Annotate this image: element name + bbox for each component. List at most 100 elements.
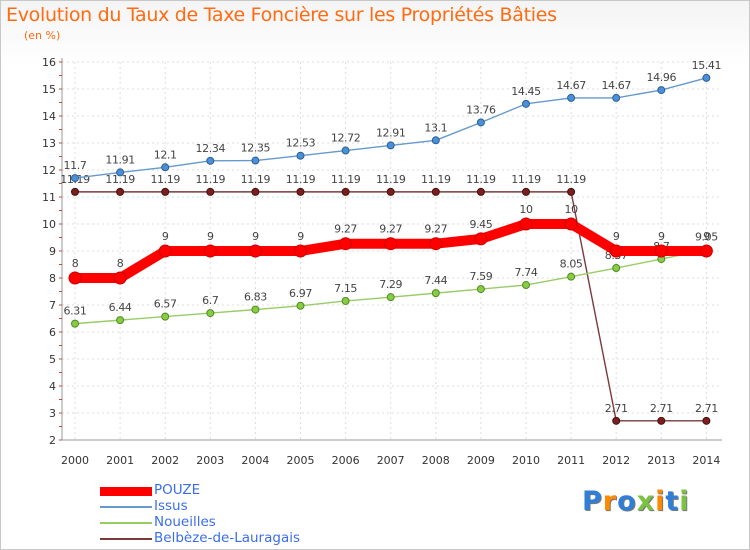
- chart-subtitle: (en %): [24, 29, 61, 42]
- point-noueilles: [206, 309, 215, 318]
- y-tick-label: 5: [49, 353, 56, 366]
- data-label-belb-ze-de-lauragais: 11.19: [466, 173, 496, 186]
- x-tick-label: 2008: [422, 454, 450, 467]
- data-label-pouze: 9.27: [334, 223, 357, 236]
- y-tick-label: 2: [49, 434, 56, 447]
- point-belb-ze-de-lauragais: [251, 187, 260, 196]
- point-belb-ze-de-lauragais: [296, 187, 305, 196]
- data-label-issus: 12.72: [331, 132, 361, 145]
- data-label-belb-ze-de-lauragais: 11.19: [376, 173, 406, 186]
- point-issus: [116, 168, 125, 177]
- y-tick-label: 11: [42, 191, 56, 204]
- data-label-belb-ze-de-lauragais: 11.19: [331, 173, 361, 186]
- data-label-issus: 12.34: [196, 142, 226, 155]
- y-tick-label: 12: [42, 164, 56, 177]
- point-belb-ze-de-lauragais: [161, 187, 170, 196]
- point-noueilles: [341, 296, 350, 305]
- data-label-belb-ze-de-lauragais: 11.19: [150, 173, 180, 186]
- data-label-belb-ze-de-lauragais: 11.19: [511, 173, 541, 186]
- point-noueilles: [116, 316, 125, 325]
- data-label-issus: 11.91: [105, 153, 135, 166]
- data-label-pouze: 10: [564, 203, 578, 216]
- data-label-pouze: 9: [613, 230, 620, 243]
- legend-swatch: [100, 487, 152, 496]
- point-issus: [476, 118, 485, 127]
- y-tick-label: 15: [42, 83, 56, 96]
- data-label-pouze: 9: [658, 230, 665, 243]
- point-pouze: [384, 237, 398, 251]
- logo-letter: i: [679, 486, 690, 517]
- data-label-belb-ze-de-lauragais: 11.19: [556, 173, 586, 186]
- x-tick-label: 2014: [692, 454, 720, 467]
- data-label-pouze: 9: [252, 230, 259, 243]
- point-belb-ze-de-lauragais: [702, 416, 711, 425]
- y-tick-label: 13: [42, 137, 56, 150]
- point-issus: [431, 136, 440, 145]
- legend-label: Belbèze-de-Lauragais: [154, 530, 301, 546]
- point-pouze: [294, 244, 307, 258]
- point-belb-ze-de-lauragais: [612, 416, 621, 425]
- point-noueilles: [476, 285, 485, 294]
- data-label-issus: 15.41: [692, 59, 722, 72]
- x-tick-label: 2000: [61, 454, 89, 467]
- y-tick-label: 4: [49, 380, 56, 393]
- x-tick-label: 2005: [287, 454, 315, 467]
- data-label-pouze: 9: [703, 230, 710, 243]
- x-tick-label: 2010: [512, 454, 540, 467]
- data-label-pouze: 9: [297, 230, 304, 243]
- data-label-pouze: 9.45: [469, 218, 492, 231]
- legend-label: Issus: [154, 498, 188, 514]
- data-label-pouze: 10: [519, 203, 533, 216]
- point-pouze: [474, 232, 488, 246]
- point-noueilles: [612, 264, 621, 273]
- x-tick-label: 2011: [557, 454, 585, 467]
- point-belb-ze-de-lauragais: [567, 187, 576, 196]
- point-belb-ze-de-lauragais: [522, 187, 530, 196]
- point-noueilles: [522, 281, 530, 290]
- data-label-noueilles: 7.59: [469, 270, 492, 283]
- x-tick-label: 2013: [647, 454, 675, 467]
- point-noueilles: [251, 305, 260, 314]
- point-pouze: [609, 244, 623, 258]
- logo-letter: r: [602, 486, 618, 517]
- data-label-pouze: 9: [207, 230, 214, 243]
- data-label-pouze: 9: [162, 230, 169, 243]
- data-label-noueilles: 6.83: [244, 291, 267, 304]
- x-tick-label: 2009: [467, 454, 495, 467]
- data-label-noueilles: 6.57: [154, 298, 177, 311]
- data-label-noueilles: 7.15: [334, 282, 357, 295]
- data-label-pouze: 9.27: [379, 223, 402, 236]
- legend-swatch: [100, 522, 152, 524]
- logo-letter: i: [655, 486, 666, 517]
- data-label-issus: 12.35: [241, 142, 271, 155]
- logo-letter: x: [636, 486, 656, 517]
- x-tick-label: 2007: [377, 454, 405, 467]
- point-issus: [567, 93, 576, 102]
- point-issus: [71, 174, 79, 183]
- point-pouze: [339, 237, 353, 251]
- point-belb-ze-de-lauragais: [206, 187, 215, 196]
- point-issus: [386, 141, 395, 150]
- point-pouze: [113, 271, 127, 285]
- data-label-issus: 14.96: [647, 71, 677, 84]
- logo-letter: o: [617, 486, 637, 517]
- data-label-noueilles: 7.74: [515, 266, 538, 279]
- data-label-pouze: 8: [72, 257, 79, 270]
- data-label-issus: 12.1: [154, 148, 177, 161]
- data-label-noueilles: 6.7: [202, 294, 219, 307]
- y-tick-label: 6: [49, 326, 56, 339]
- data-label-noueilles: 7.44: [424, 274, 447, 287]
- point-pouze: [158, 244, 172, 258]
- point-issus: [251, 156, 260, 165]
- data-label-belb-ze-de-lauragais: 2.71: [650, 402, 673, 415]
- point-belb-ze-de-lauragais: [341, 187, 350, 196]
- x-tick-label: 2012: [602, 454, 630, 467]
- point-issus: [161, 163, 170, 172]
- point-issus: [341, 146, 350, 155]
- data-label-issus: 11.7: [64, 159, 87, 172]
- data-label-belb-ze-de-lauragais: 11.19: [421, 173, 451, 186]
- data-label-belb-ze-de-lauragais: 11.19: [241, 173, 271, 186]
- point-belb-ze-de-lauragais: [657, 416, 666, 425]
- data-label-issus: 14.45: [511, 85, 541, 98]
